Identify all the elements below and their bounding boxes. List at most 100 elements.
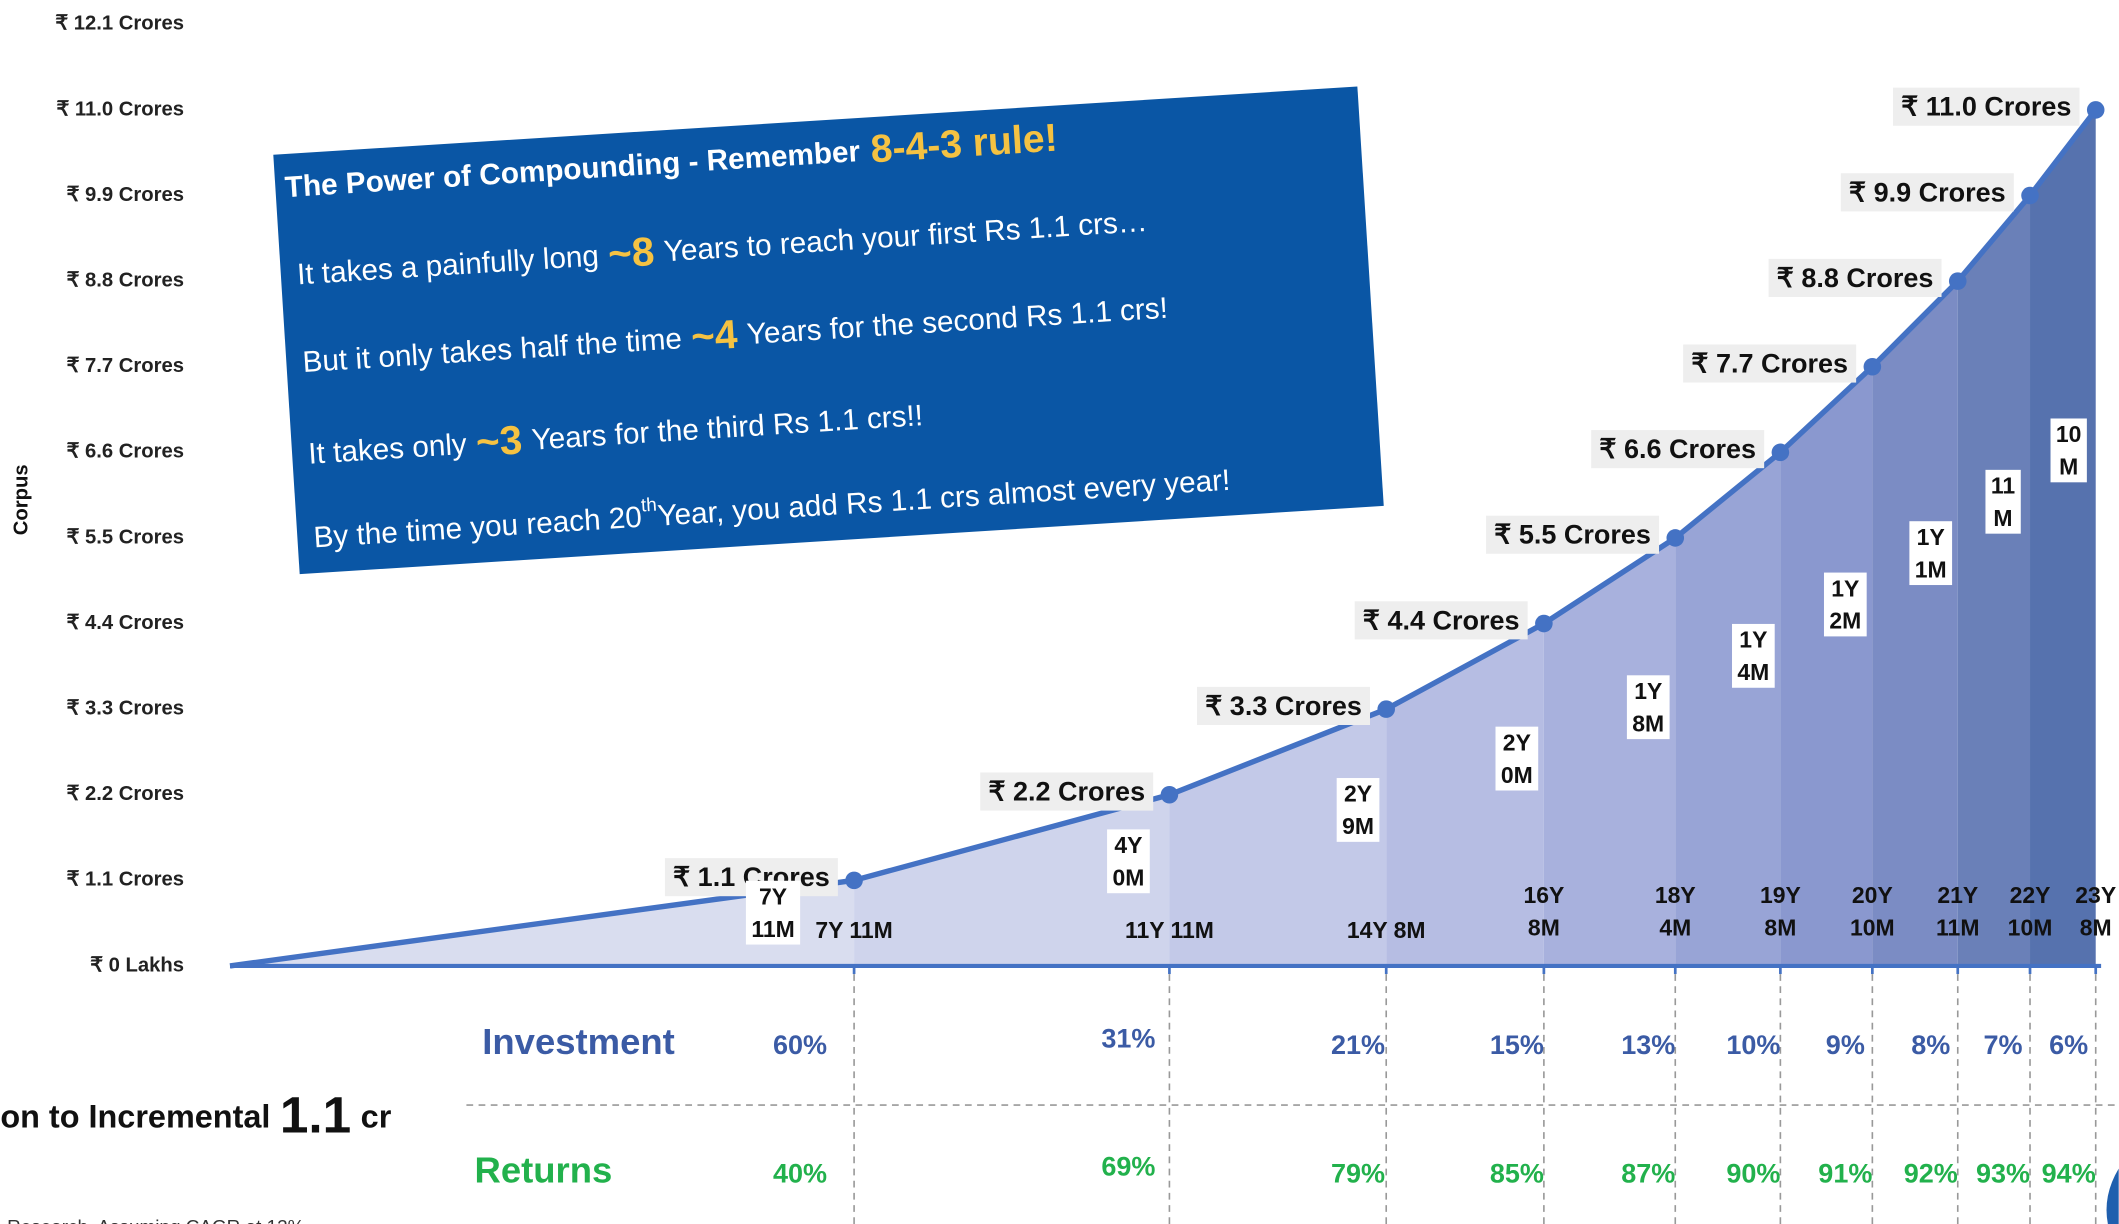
duration-label-background [1107, 829, 1150, 894]
value-label: ₹ 11.0 Crores [1901, 92, 2071, 122]
y-tick-label: ₹ 8.8 Crores [66, 269, 184, 291]
duration-label: 1Y [1831, 575, 1859, 601]
y-tick-label: ₹ 9.9 Crores [66, 184, 184, 206]
duration-label-background [1985, 469, 2021, 534]
annotation-text-part: ~8 [607, 228, 656, 277]
value-label: ₹ 7.7 Crores [1691, 349, 1848, 379]
duration-label: 4M [1737, 659, 1769, 685]
value-label-background [1683, 344, 1857, 383]
y-tick-label: ₹ 6.6 Crores [66, 441, 184, 463]
row-name: Investment [482, 1021, 675, 1062]
x-tick-label: 16Y 8M [1523, 882, 1564, 940]
duration-label: 0M [1112, 865, 1144, 891]
data-point [1863, 357, 1882, 376]
row-value: 87% [1621, 1159, 1675, 1189]
side-text-part: cr [361, 1098, 392, 1134]
value-label-background [1893, 87, 2080, 126]
x-tick-label: 23Y 8M [2075, 882, 2116, 940]
value-label: ₹ 6.6 Crores [1599, 434, 1756, 464]
footnote: Research, Assuming CAGR at 12% [7, 1217, 305, 1224]
duration-label: 1M [1915, 556, 1947, 582]
value-label: ₹ 8.8 Crores [1777, 263, 1934, 293]
duration-label: 7Y [759, 883, 787, 909]
data-point [1535, 614, 1553, 633]
row-value: 40% [773, 1159, 827, 1189]
duration-label: 1Y [1917, 524, 1945, 550]
y-axis-label: Corpus [10, 464, 32, 535]
data-point [845, 871, 863, 890]
area-segment [854, 794, 1170, 966]
duration-label-background [1732, 623, 1775, 688]
duration-label: 2M [1829, 608, 1861, 634]
duration-label: 0M [1501, 762, 1533, 788]
area-segment [1780, 366, 1873, 966]
value-label: ₹ 3.3 Crores [1205, 691, 1362, 721]
row-value: 15% [1490, 1030, 1544, 1060]
duration-label: 2Y [1503, 729, 1531, 755]
x-tick-label: 14Y 8M [1347, 917, 1426, 943]
duration-label: 4Y [1114, 832, 1142, 858]
y-tick-label: ₹ 5.5 Crores [66, 526, 184, 548]
annotation-text-part: ~3 [475, 416, 524, 465]
y-tick-label: ₹ 7.7 Crores [66, 355, 184, 377]
row-value: 85% [1490, 1159, 1544, 1189]
value-label: ₹ 9.9 Crores [1849, 177, 2006, 207]
row-value: 21% [1331, 1030, 1385, 1060]
y-tick-label: ₹ 1.1 Crores [66, 869, 184, 891]
y-tick-label: ₹ 3.3 Crores [66, 698, 184, 720]
duration-label-background [745, 880, 801, 945]
data-point [1666, 529, 1685, 547]
y-tick-label: ₹ 2.2 Crores [66, 783, 184, 805]
duration-label: 2Y [1344, 781, 1372, 807]
value-label-background [980, 772, 1154, 811]
row-name: Returns [475, 1149, 613, 1190]
data-point [1771, 443, 1790, 462]
x-tick-label: 20Y 10M [1850, 882, 1895, 940]
row-value: 8% [1911, 1030, 1950, 1060]
value-label: ₹ 4.4 Crores [1363, 605, 1520, 635]
duration-label: 1Y [1634, 678, 1662, 704]
duration-label-background [2050, 418, 2087, 483]
row-value: 10% [1726, 1030, 1780, 1060]
area-segment [1872, 281, 1958, 966]
row-value: 13% [1621, 1030, 1675, 1060]
y-tick-label: ₹ 0 Lakhs [90, 954, 184, 976]
x-tick-label: 11Y 11M [1125, 917, 1214, 943]
value-label-background [1591, 430, 1765, 469]
duration-label: 10 [2056, 421, 2082, 447]
row-value: 7% [1983, 1030, 2022, 1060]
row-value: 91% [1818, 1159, 1872, 1189]
x-tick-label: 18Y 4M [1655, 882, 1696, 940]
area-segment [1675, 452, 1781, 966]
data-point [2086, 101, 2105, 119]
side-text-part: on to Incremental [0, 1098, 270, 1134]
duration-label: 9M [1342, 813, 1374, 839]
row-value: 93% [1976, 1159, 2030, 1189]
value-label-background [1354, 601, 1528, 640]
duration-label: 11 [1991, 473, 2015, 499]
data-point [1948, 272, 1967, 290]
row-value: 92% [1904, 1159, 1958, 1189]
row-value: 94% [2042, 1159, 2096, 1189]
data-point [2021, 186, 2039, 205]
data-point [1377, 700, 1395, 718]
duration-label-background [1626, 675, 1670, 740]
row-value: 69% [1101, 1152, 1155, 1182]
annotation-box: The Power of Compounding - Remember 8-4-3… [273, 86, 1384, 575]
row-value: 6% [2049, 1030, 2088, 1060]
annotation-text-part: ~4 [690, 310, 739, 359]
value-label-background [1840, 173, 2014, 212]
row-value: 90% [1726, 1159, 1780, 1189]
x-tick-label: 22Y 10M [2008, 882, 2053, 940]
x-tick-label: 19Y 8M [1760, 882, 1801, 940]
row-value: 9% [1826, 1030, 1865, 1060]
duration-label-background [1909, 521, 1953, 586]
duration-label-background [1495, 726, 1539, 791]
y-tick-label: ₹ 4.4 Crores [66, 612, 184, 634]
annotation-background [273, 86, 1384, 575]
annotation-text-part: th [640, 495, 657, 517]
value-label: ₹ 2.2 Crores [988, 777, 1145, 807]
value-label: ₹ 5.5 Crores [1494, 520, 1651, 550]
